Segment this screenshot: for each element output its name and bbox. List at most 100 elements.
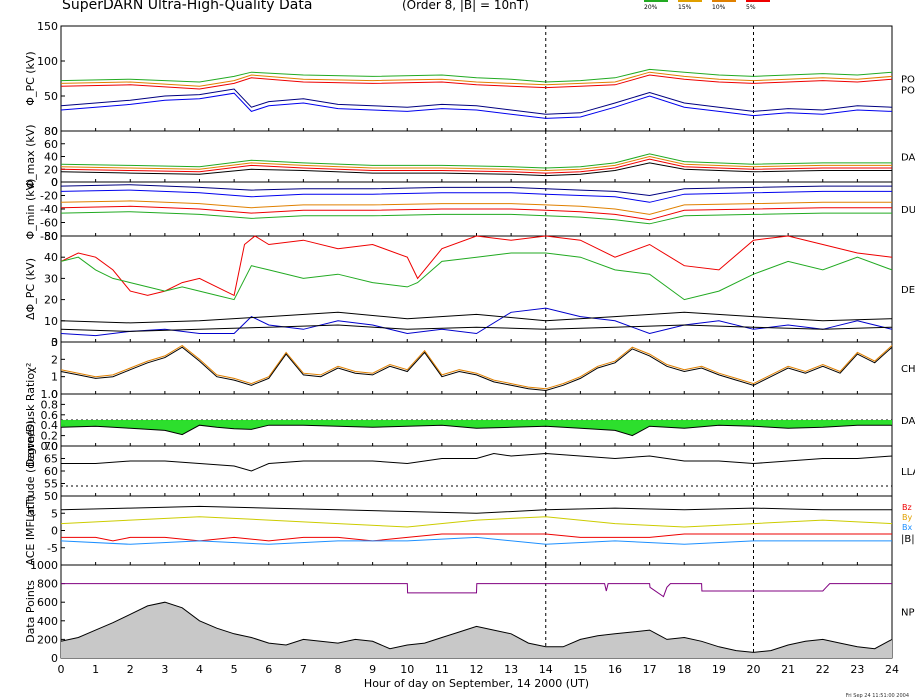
y-axis-label-data-points: Data Points <box>24 580 37 643</box>
series-line-phi-min-0 <box>60 184 892 197</box>
series-line-ace-imf-0 <box>60 505 892 514</box>
series-line-ace-imf-1 <box>60 516 893 528</box>
x-tick-label-11: 11 <box>435 663 449 676</box>
x-tick-label-16: 16 <box>608 663 622 676</box>
x-tick-label-13: 13 <box>504 663 518 676</box>
legend-swatch-3 <box>746 0 770 2</box>
y-tick-label-dawn-dusk-ratio-5: 1.0 <box>41 388 59 401</box>
y-tick-label-latitude-4: 70 <box>44 440 58 453</box>
legend-swatch-1 <box>678 0 702 2</box>
y-axis-label-phi-min: Φ_min (kV) <box>24 179 37 240</box>
y-tick-label-dawn-dusk-ratio-4: 0.8 <box>41 398 59 411</box>
y-tick-label-latitude-1: 55 <box>44 478 58 491</box>
y-axis-label-delta-phi-pc: ΔΦ_PC (kV) <box>24 258 37 320</box>
y-tick-label-delta-phi-pc-2: 20 <box>44 294 58 307</box>
chart-subtitle: (Order 8, |B| = 10nT) <box>402 0 529 12</box>
legend-swatch-0 <box>644 0 668 2</box>
y-tick-label-phi-pc-3: 150 <box>37 20 58 33</box>
y-tick-label-chi-squared-2: 2 <box>51 353 58 366</box>
y-axis-label-phi-max: Φ_max (kV) <box>24 124 37 188</box>
right-item-ace-imf-1: By <box>902 513 912 522</box>
y-tick-label-phi-max-2: 40 <box>44 151 58 164</box>
series-line-data-points-0 <box>60 601 893 653</box>
y-tick-label-chi-squared-0: 0 <box>51 388 58 401</box>
legend-swatch-2 <box>712 0 736 2</box>
right-label-data-points: NP <box>901 608 915 619</box>
series-line-phi-min-4 <box>60 211 892 225</box>
y-axis-label-latitude: Latitude (degrees) <box>24 420 37 522</box>
series-line-phi-max-3 <box>60 162 892 177</box>
y-tick-label-data-points-4: 800 <box>37 578 58 591</box>
x-axis-label: Hour of day on September, 14 2000 (UT) <box>364 677 589 690</box>
y-tick-label-dawn-dusk-ratio-0: 0.0 <box>41 440 59 453</box>
y-tick-label-latitude-3: 65 <box>44 453 58 466</box>
x-tick-label-19: 19 <box>712 663 726 676</box>
x-tick-label-21: 21 <box>781 663 795 676</box>
x-tick-label-4: 4 <box>196 663 203 676</box>
series-line-phi-pc-3 <box>60 88 893 115</box>
x-tick-label-10: 10 <box>400 663 414 676</box>
x-tick-label-24: 24 <box>885 663 899 676</box>
x-tick-label-20: 20 <box>747 663 761 676</box>
y-tick-label-delta-phi-pc-5: 50 <box>44 230 58 243</box>
y-tick-label-phi-max-4: 80 <box>44 125 58 138</box>
y-tick-label-data-points-3: 600 <box>37 596 58 609</box>
series-area-data-points-0 <box>61 602 892 658</box>
y-axis-label-dawn-dusk-ratio: Dawn/Dusk Ratio <box>24 373 37 467</box>
y-tick-label-delta-phi-pc-3: 30 <box>44 272 58 285</box>
y-tick-label-delta-phi-pc-4: 40 <box>44 251 58 264</box>
y-tick-label-phi-pc-1: 50 <box>44 90 58 103</box>
x-tick-label-1: 1 <box>92 663 99 676</box>
legend-label-2: 10% <box>712 4 726 11</box>
series-line-phi-max-2 <box>60 158 892 174</box>
series-line-ace-imf-3 <box>60 536 892 545</box>
right-label-latitude: LLA <box>901 467 915 478</box>
series-line-delta-phi-pc-0 <box>60 235 893 297</box>
legend-item-1: 15% <box>678 0 702 11</box>
right-label-phi-max: DAY <box>901 153 915 164</box>
right-label-phi-min: DU <box>901 205 915 216</box>
series-line-dawn-dusk-ratio-0 <box>60 424 892 437</box>
y-tick-label-phi-min-3: -60 <box>40 217 58 230</box>
y-tick-label-ace-imf-1: 0 <box>51 525 58 538</box>
right-label2-phi-pc: PO <box>901 86 915 97</box>
y-tick-label-phi-min-4: -80 <box>40 230 58 243</box>
series-line-chi-squared-1 <box>60 346 893 392</box>
y-tick-label-chi-squared-3: 3 <box>51 336 58 349</box>
legend-item-2: 10% <box>712 0 736 11</box>
series-line-ace-imf-2 <box>61 533 892 542</box>
legend-item-3: 5% <box>746 0 770 11</box>
y-axis-label-chi-squared: χ² <box>24 363 37 374</box>
y-tick-label-phi-min-1: -20 <box>40 190 58 203</box>
right-item-ace-imf-2: Bx <box>902 523 912 532</box>
y-tick-label-dawn-dusk-ratio-1: 0.2 <box>41 430 59 443</box>
legend-label-1: 15% <box>678 4 692 11</box>
y-tick-label-phi-pc-0: 0 <box>51 125 58 138</box>
series-line-delta-phi-pc-2 <box>60 307 893 337</box>
x-tick-label-18: 18 <box>677 663 691 676</box>
series-line-phi-min-3 <box>60 205 892 221</box>
y-tick-label-phi-min-0: 0 <box>51 176 58 189</box>
y-tick-label-delta-phi-pc-1: 10 <box>44 315 58 328</box>
right-label-dawn-dusk-ratio: DAY <box>901 416 915 427</box>
right-item-ace-imf-0: Bz <box>902 503 912 512</box>
y-tick-label-ace-imf-2: 5 <box>51 507 58 520</box>
y-tick-label-data-points-2: 400 <box>37 615 58 628</box>
footer-stamp: Fri Sep 24 11:51:00 2004 <box>845 693 909 699</box>
chart-title: SuperDARN Ultra-High-Quality Data <box>62 0 313 13</box>
series-line-phi-max-1 <box>60 155 892 172</box>
y-tick-label-data-points-0: 0 <box>51 652 58 665</box>
y-tick-label-phi-max-0: 0 <box>51 176 58 189</box>
x-tick-label-3: 3 <box>161 663 168 676</box>
series-line-delta-phi-pc-4 <box>60 324 893 332</box>
panel-frame-latitude <box>60 445 893 497</box>
y-tick-label-phi-min-2: -40 <box>40 203 58 216</box>
y-tick-label-data-points-1: 200 <box>37 633 58 646</box>
y-tick-label-phi-max-1: 20 <box>44 163 58 176</box>
y-tick-label-data-points-5: 1000 <box>30 559 58 572</box>
x-tick-label-9: 9 <box>369 663 376 676</box>
y-axis-label-ace-imf: ACE IMF (nT) <box>24 495 37 565</box>
panel-frame-delta-phi-pc <box>60 235 893 343</box>
series-line-latitude-0 <box>61 452 893 472</box>
series-line-phi-pc-4 <box>60 92 893 119</box>
